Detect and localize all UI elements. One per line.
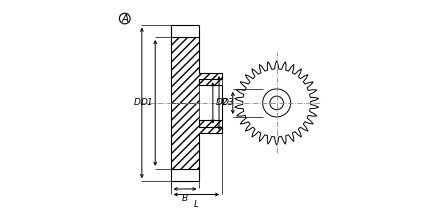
Text: D: D [133, 98, 140, 108]
Text: D1: D1 [141, 98, 154, 108]
Polygon shape [200, 120, 222, 127]
Text: B: B [182, 194, 188, 203]
Text: D3: D3 [221, 98, 234, 108]
Text: D2: D2 [215, 98, 228, 108]
Polygon shape [170, 103, 222, 169]
Polygon shape [200, 79, 222, 85]
Text: A: A [121, 13, 128, 24]
Polygon shape [170, 37, 222, 103]
Text: L: L [194, 200, 199, 209]
